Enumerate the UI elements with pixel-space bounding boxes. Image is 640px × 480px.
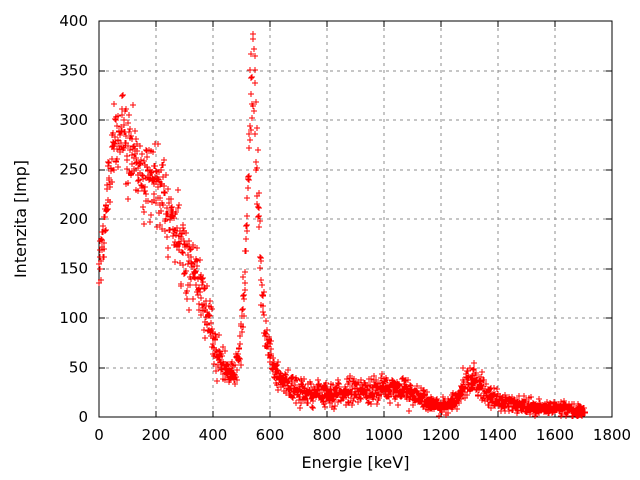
x-tick-label: 1400	[479, 426, 517, 444]
x-tick-label: 1600	[536, 426, 574, 444]
y-tick-label: 100	[59, 309, 88, 327]
x-tick-label: 1000	[365, 426, 403, 444]
x-tick-label: 800	[313, 426, 342, 444]
y-tick-label: 50	[69, 359, 88, 377]
x-tick-label: 400	[199, 426, 228, 444]
data-points-series	[96, 31, 588, 419]
y-tick-label: 400	[59, 12, 88, 30]
y-tick-label: 300	[59, 111, 88, 129]
y-tick-label: 250	[59, 161, 88, 179]
x-tick-label: 0	[94, 426, 104, 444]
x-tick-label: 200	[142, 426, 171, 444]
x-axis-label: Energie [keV]	[302, 453, 410, 472]
y-axis-label: Intenzita [Imp]	[11, 160, 30, 278]
y-tick-label: 0	[78, 408, 88, 426]
x-tick-label: 1200	[422, 426, 460, 444]
x-tick-label: 600	[256, 426, 285, 444]
x-axis-tick-labels: 0 200 400 600 800 1000 1200 1400 1600 1800	[94, 426, 631, 444]
y-tick-label: 350	[59, 62, 88, 80]
y-tick-label: 200	[59, 210, 88, 228]
x-tick-label: 1800	[593, 426, 631, 444]
grid-lines	[99, 21, 612, 417]
y-axis-tick-labels: 0 50 100 150 200 250 300 350 400	[59, 12, 88, 426]
y-tick-label: 150	[59, 260, 88, 278]
